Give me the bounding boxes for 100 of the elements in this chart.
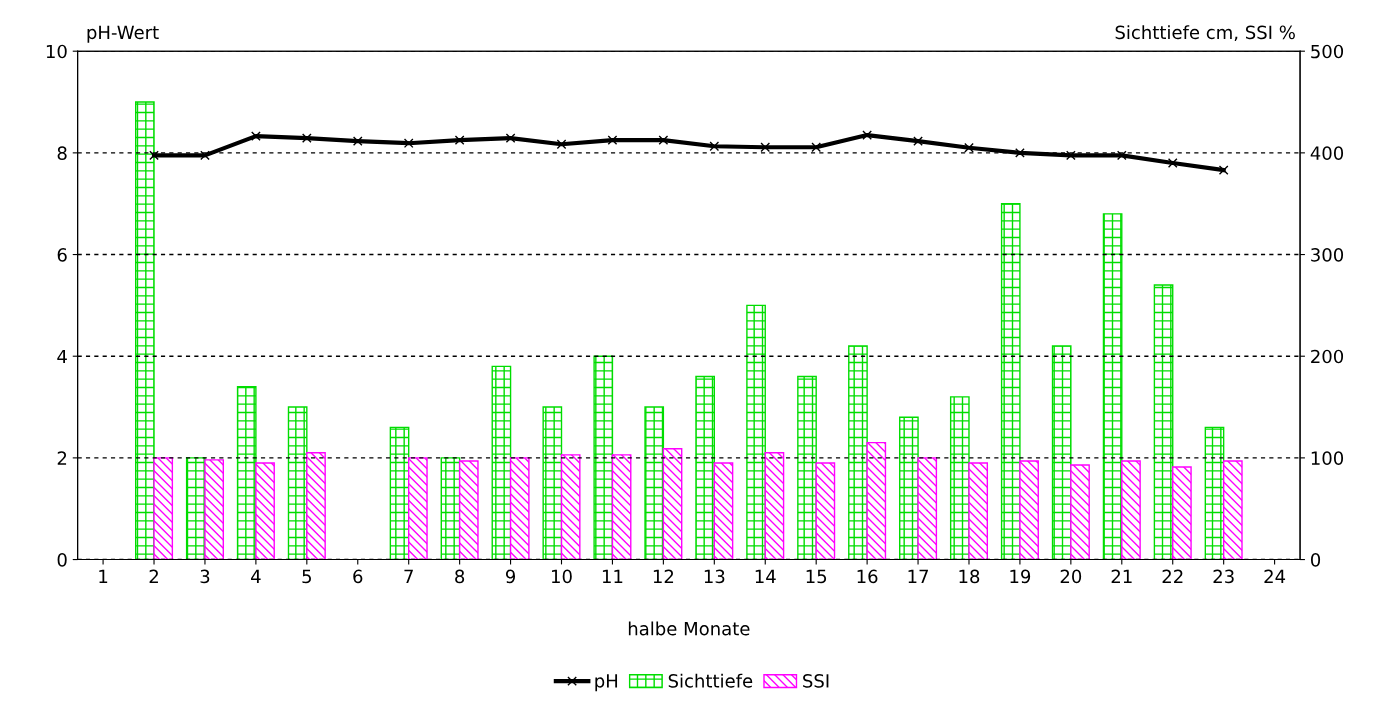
- point: [251, 131, 261, 141]
- bar: [408, 457, 428, 560]
- bar: [458, 460, 479, 560]
- bar: [440, 457, 461, 560]
- bar: [968, 462, 989, 560]
- bar: [899, 416, 919, 560]
- bar: [306, 452, 326, 560]
- bar: [611, 454, 632, 560]
- point: [200, 150, 210, 161]
- point: [1116, 150, 1127, 161]
- point: [1167, 158, 1178, 168]
- bar: [1153, 284, 1174, 560]
- x-tick-label: 17: [908, 569, 928, 583]
- bar: [815, 462, 836, 560]
- bar: [1070, 464, 1090, 560]
- y-tick-label: 8: [57, 146, 67, 160]
- bar: [509, 457, 530, 560]
- bar: [134, 101, 155, 560]
- point: [760, 142, 771, 153]
- y2-tick-label: 200: [1311, 349, 1344, 364]
- bar: [695, 375, 716, 560]
- point: [658, 135, 669, 146]
- y-tick-label: 2: [57, 451, 67, 465]
- point: [607, 135, 618, 146]
- bar: [1222, 460, 1243, 560]
- bar: [236, 386, 257, 560]
- point: [454, 135, 465, 146]
- legend-label: SSI: [803, 674, 829, 688]
- bar: [491, 365, 512, 560]
- bar: [185, 457, 206, 560]
- point: [505, 133, 516, 143]
- bar: [287, 406, 308, 560]
- y-axis-title: pH-Wert: [87, 25, 159, 43]
- bar: [797, 375, 817, 560]
- bar: [1102, 213, 1123, 560]
- legend-label: Sichttiefe: [668, 673, 753, 688]
- x-tick-label: 21: [1111, 569, 1132, 583]
- y2-tick-label: 500: [1311, 44, 1344, 59]
- y-tick-label: 10: [46, 44, 67, 59]
- bar: [1000, 203, 1021, 560]
- y2-tick-label: 300: [1311, 248, 1344, 262]
- x-tick-label: 8: [455, 569, 465, 584]
- x-tick-label: 22: [1162, 569, 1183, 583]
- bar: [713, 462, 734, 560]
- bar: [1172, 466, 1192, 560]
- point: [964, 142, 974, 153]
- x-tick-label: 18: [959, 569, 980, 584]
- x-tick-label: 2: [149, 569, 158, 583]
- bar: [389, 426, 410, 560]
- point: [352, 136, 363, 147]
- y-tick-label: 6: [57, 248, 67, 262]
- bar: [560, 454, 581, 560]
- bar: [848, 345, 868, 560]
- x-tick-label: 12: [653, 569, 674, 583]
- x-tick-label: 24: [1264, 569, 1286, 583]
- y2-axis-title: Sichttiefe cm, SSI %: [1115, 25, 1295, 41]
- bar: [593, 355, 614, 560]
- bar: [949, 396, 970, 560]
- point: [913, 136, 923, 147]
- x-tick-label: 11: [602, 569, 623, 583]
- bar: [1121, 460, 1141, 560]
- bar: [866, 441, 887, 560]
- x-tick-label: 5: [302, 569, 311, 584]
- point: [1015, 148, 1025, 158]
- bar: [1204, 426, 1225, 560]
- x-tick-label: 1: [99, 569, 108, 583]
- bar: [764, 452, 785, 560]
- point: [403, 138, 414, 149]
- point: [1218, 165, 1229, 176]
- bar: [644, 406, 665, 560]
- x-tick-label: 6: [353, 569, 363, 584]
- x-tick-label: 19: [1010, 569, 1031, 584]
- point: [709, 141, 720, 152]
- bar: [1019, 460, 1039, 560]
- point: [862, 130, 872, 140]
- y2-tick-label: 400: [1310, 146, 1344, 160]
- bar: [204, 459, 224, 560]
- y-tick-label: 4: [57, 349, 67, 364]
- bar: [542, 406, 563, 560]
- x-tick-label: 14: [755, 569, 776, 583]
- x-tick-label: 13: [704, 569, 725, 584]
- point: [1065, 150, 1076, 161]
- bar: [917, 457, 938, 560]
- x-tick-label: 16: [857, 569, 878, 584]
- point: [301, 133, 312, 143]
- bar: [662, 448, 683, 560]
- x-tick-label: 10: [552, 569, 572, 584]
- y2-tick-label: 100: [1311, 451, 1344, 465]
- legend-label: pH: [595, 674, 618, 692]
- x-tick-label: 23: [1213, 569, 1234, 584]
- point: [811, 142, 822, 153]
- x-tick-label: 4: [251, 569, 261, 583]
- x-tick-label: 9: [505, 569, 516, 584]
- y-tick-label: 0: [57, 553, 67, 567]
- x-tick-label: 3: [200, 569, 210, 584]
- bar: [1051, 345, 1072, 560]
- y2-tick-label: 0: [1310, 553, 1321, 567]
- x-tick-label: 20: [1060, 569, 1082, 584]
- bar: [153, 457, 174, 560]
- x-tick-label: 7: [404, 569, 413, 583]
